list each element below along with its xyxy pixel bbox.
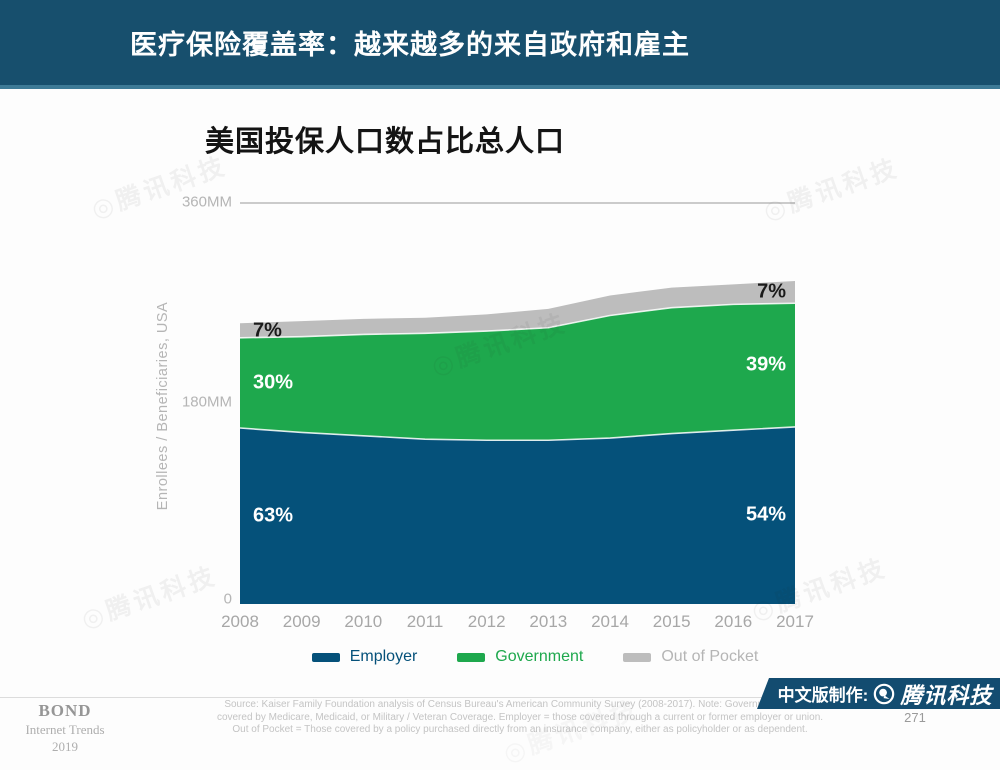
x-tick-label-2009: 2009: [282, 612, 321, 631]
x-tick-label-2011: 2011: [406, 612, 444, 631]
value-label-employer-end: 54%: [745, 503, 786, 526]
legend: Employer Government Out of Pocket: [240, 648, 830, 666]
legend-swatch-icon: [457, 652, 486, 662]
brand-internet-trends: Internet Trends: [25, 722, 105, 737]
page-number: 271: [904, 710, 926, 725]
footer-divider: [0, 697, 1000, 698]
value-label-out-of-pocket-end: 7%: [757, 280, 786, 303]
slide-title: 医疗保险覆盖率：越来越多的来自政府和雇主: [130, 30, 690, 60]
header-bar: 医疗保险覆盖率：越来越多的来自政府和雇主: [0, 0, 1000, 89]
brand-block: BOND Internet Trends 2019: [5, 701, 125, 755]
legend-label: Out of Pocket: [661, 648, 759, 665]
brand-bond: BOND: [38, 701, 92, 720]
source-line-1: Source: Kaiser Family Foundation analysi…: [224, 699, 816, 710]
tencent-logo-icon: [874, 683, 895, 704]
x-tick-label-2013: 2013: [529, 612, 568, 631]
source-note: Source: Kaiser Family Foundation analysi…: [170, 699, 870, 737]
x-tick-label-2014: 2014: [591, 612, 629, 631]
x-tick-label-2017: 2017: [776, 612, 814, 631]
legend-item-employer: Employer: [311, 648, 418, 666]
chart-title: 美国投保人口数占比总人口: [205, 126, 566, 158]
source-line-3: Out of Pocket = Those covered by a polic…: [232, 724, 808, 735]
series-boundary-line: [240, 302, 795, 339]
area-series-out-of-pocket: [240, 280, 795, 338]
source-line-2: covered by Medicare, Medicaid, or Milita…: [216, 711, 824, 723]
value-label-government-end: 39%: [745, 353, 786, 376]
gridline-360mm: [240, 202, 795, 204]
legend-item-out-of-pocket: Out of Pocket: [623, 648, 758, 666]
credit-prefix: 中文版制作:: [777, 686, 869, 705]
y-tick-360mm: 360MM: [181, 193, 232, 211]
series-boundary-line: [240, 426, 795, 442]
plot-area: 2008 2009 2010 2011 2012 2013 2014 2015 2016 2017…: [221, 203, 814, 631]
legend-label: Government: [495, 648, 584, 665]
x-tick-label-2010: 2010: [344, 612, 383, 631]
x-tick-label-2016: 2016: [714, 612, 753, 631]
credit-brand: 腾讯科技: [900, 682, 993, 708]
area-chart-svg: [240, 280, 795, 604]
value-label-government-start: 30%: [253, 371, 294, 394]
y-tick-0: 0: [223, 590, 232, 608]
legend-item-government: Government: [457, 648, 583, 666]
brand-year: 2019: [52, 739, 78, 754]
legend-swatch-icon: [311, 652, 340, 662]
value-label-out-of-pocket-start: 7%: [253, 319, 282, 342]
x-tick-label-2015: 2015: [652, 612, 691, 631]
area-series-government: [240, 303, 795, 441]
legend-label: Employer: [349, 648, 418, 665]
legend-swatch-icon: [623, 652, 652, 662]
x-tick-label-2012: 2012: [467, 612, 506, 631]
value-label-employer-start: 63%: [253, 504, 294, 527]
area-series-employer: [240, 426, 795, 604]
credit-banner: 中文版制作: 腾讯科技: [757, 678, 1000, 709]
x-tick-label-2008: 2008: [221, 612, 259, 631]
y-tick-180mm: 180MM: [181, 393, 232, 411]
